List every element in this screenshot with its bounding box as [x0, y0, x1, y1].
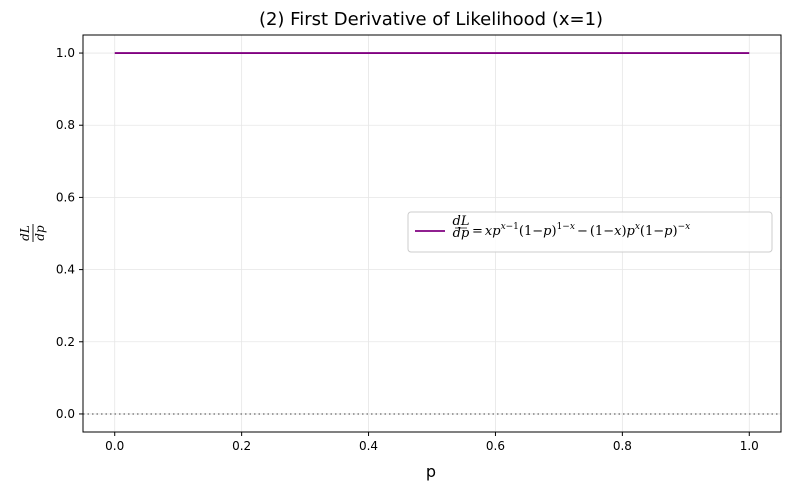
- plot-frame: [82, 34, 782, 433]
- legend-frac-den: dp: [453, 226, 470, 241]
- x-tick-label: 0.6: [486, 439, 505, 453]
- x-tick-label: 0.2: [232, 439, 251, 453]
- x-tick-label: 0.8: [613, 439, 632, 453]
- legend-label: dL dp = xpx−1(1−p)1−x − (1−x)px(1−p)−x: [453, 214, 691, 241]
- legend-box: [407, 211, 773, 253]
- y-tick-label: 1.0: [56, 46, 75, 60]
- x-tick-label: 1.0: [740, 439, 759, 453]
- y-axis-label: dL dp: [18, 224, 47, 242]
- x-tick-label: 0.0: [105, 439, 124, 453]
- y-axis-ticks: 0.0 0.2 0.4 0.6 0.8 1.0: [56, 46, 83, 421]
- y-axis-label-denominator: dp: [33, 225, 47, 241]
- y-tick-label: 0.4: [56, 263, 75, 277]
- legend: dL dp = xpx−1(1−p)1−x − (1−x)px(1−p)−x: [407, 211, 773, 253]
- legend-frac-num: dL: [453, 214, 470, 229]
- legend-formula: = xpx−1(1−p)1−x − (1−x)px(1−p)−x: [472, 222, 690, 239]
- x-tick-label: 0.4: [359, 439, 378, 453]
- y-tick-label: 0.2: [56, 335, 75, 349]
- chart-title: (2) First Derivative of Likelihood (x=1): [259, 9, 603, 30]
- x-axis-label: p: [426, 462, 436, 481]
- y-tick-label: 0.0: [56, 407, 75, 421]
- y-tick-label: 0.6: [56, 190, 75, 204]
- y-axis-label-numerator: dL: [18, 225, 32, 241]
- y-tick-label: 0.8: [56, 118, 75, 132]
- x-axis-ticks: 0.0 0.2 0.4 0.6 0.8 1.0: [105, 432, 759, 453]
